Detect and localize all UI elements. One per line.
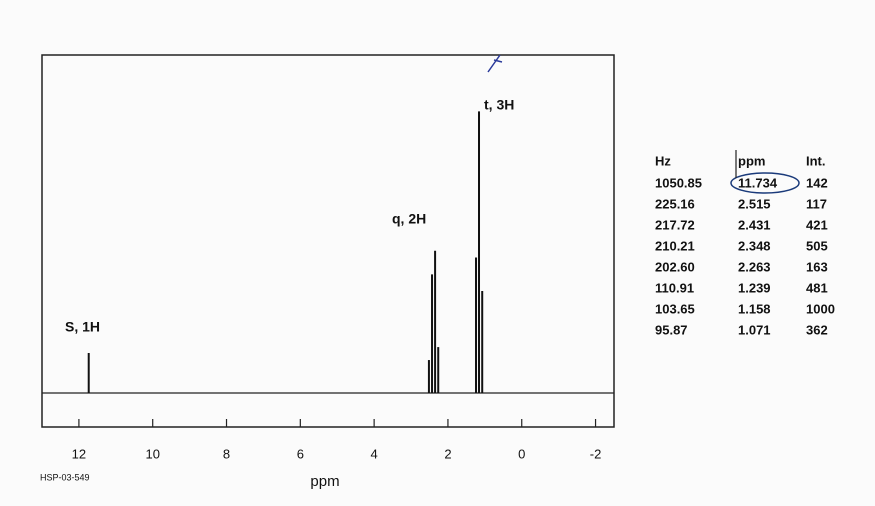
table-cell: 103.65 xyxy=(655,301,695,316)
table-cell: 117 xyxy=(806,196,827,211)
table-cell: 202.60 xyxy=(655,259,695,274)
table-cell: 2.431 xyxy=(738,217,771,232)
x-tick-label: 0 xyxy=(518,446,525,461)
table-cell: 217.72 xyxy=(655,217,695,232)
peak-annotation: S, 1H xyxy=(65,319,100,335)
footer-code: HSP-03-549 xyxy=(40,472,90,482)
pen-circle xyxy=(730,172,800,194)
table-cell: 1.239 xyxy=(738,280,771,295)
table-cell: 1000 xyxy=(806,301,835,316)
table-cell: 481 xyxy=(806,280,828,295)
x-tick-label: 10 xyxy=(145,446,159,461)
table-cell: 2.348 xyxy=(738,238,771,253)
table-cell: 362 xyxy=(806,322,828,337)
table-cell: 225.16 xyxy=(655,196,695,211)
plot-frame xyxy=(41,54,615,428)
table-cell: 1050.85 xyxy=(655,175,702,190)
table-cell: 110.91 xyxy=(655,280,694,295)
table-cell: 163 xyxy=(806,259,828,274)
table-cell: 2.515 xyxy=(738,196,771,211)
table-cell: 142 xyxy=(806,175,828,190)
table-cell: 421 xyxy=(806,217,828,232)
x-tick-label: 12 xyxy=(72,446,86,461)
x-tick-label: 2 xyxy=(444,446,451,461)
x-tick-label: 4 xyxy=(371,446,378,461)
table-cell: 2.263 xyxy=(738,259,771,274)
table-cell: 1.158 xyxy=(738,301,771,316)
table-cell: 210.21 xyxy=(655,238,695,253)
table-cell: 11.734 xyxy=(738,175,778,190)
table-header: Hz xyxy=(655,153,671,168)
peak-annotation: t, 3H xyxy=(484,97,514,113)
table-cell: 505 xyxy=(806,238,828,253)
x-axis-label: ppm xyxy=(310,473,339,490)
x-tick-label: 6 xyxy=(297,446,304,461)
x-tick-label: -2 xyxy=(590,446,602,461)
pen-mark xyxy=(487,54,503,73)
table-header: Int. xyxy=(806,153,826,168)
x-tick-label: 8 xyxy=(223,446,230,461)
table-cell: 1.071 xyxy=(738,322,771,337)
table-cell: 95.87 xyxy=(655,322,688,337)
table-header: ppm xyxy=(738,153,765,168)
peak-annotation: q, 2H xyxy=(392,211,426,227)
